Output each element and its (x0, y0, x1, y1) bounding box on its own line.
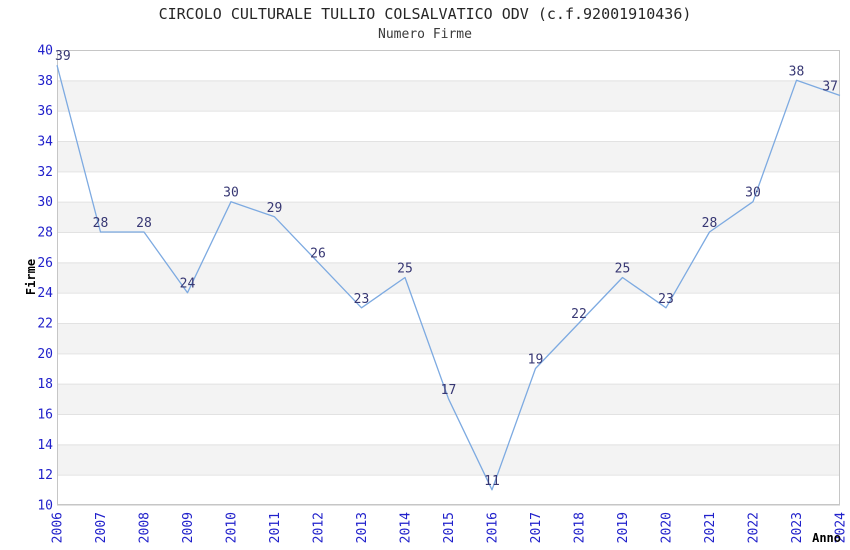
x-tick-label: 2017 (529, 512, 544, 543)
y-tick-label: 36 (37, 104, 53, 119)
x-tick-label: 2024 (834, 512, 849, 543)
y-tick-label: 24 (37, 286, 53, 301)
y-tick-label: 10 (37, 499, 53, 514)
data-point-label: 30 (745, 186, 761, 201)
y-tick-label: 18 (37, 377, 53, 392)
data-point-label: 29 (267, 201, 283, 216)
data-point-label: 28 (136, 216, 152, 231)
y-tick-label: 14 (37, 438, 53, 453)
y-tick-label: 12 (37, 468, 53, 483)
data-point-label: 19 (528, 353, 544, 368)
plot-band (57, 110, 840, 141)
x-tick-label: 2022 (747, 512, 762, 543)
x-tick-label: 2007 (94, 512, 109, 543)
plot-band (57, 262, 840, 293)
chart-subtitle: Numero Firme (378, 27, 472, 42)
data-point-label: 25 (397, 262, 413, 277)
y-tick-label: 32 (37, 165, 53, 180)
x-tick-label: 2011 (268, 512, 283, 543)
data-line (56, 65, 841, 491)
plot-band (57, 80, 840, 111)
data-point-label: 23 (354, 292, 370, 307)
y-tick-label: 38 (37, 74, 53, 89)
data-point-label: 23 (658, 292, 674, 307)
plot-band (57, 353, 840, 384)
x-tick-label: 2016 (486, 512, 501, 543)
plot-frame (57, 50, 840, 505)
plot-band (57, 201, 840, 232)
chart-title: CIRCOLO CULTURALE TULLIO COLSALVATICO OD… (158, 5, 692, 23)
y-tick-label: 22 (37, 317, 53, 332)
y-tick-label: 20 (37, 347, 53, 362)
y-tick-label: 16 (37, 408, 53, 423)
y-tick-label: 26 (37, 256, 53, 271)
plot-band (57, 323, 840, 354)
x-tick-label: 2010 (225, 512, 240, 543)
data-point-label: 24 (180, 277, 196, 292)
x-tick-label: 2014 (399, 512, 414, 543)
x-tick-label: 2009 (181, 512, 196, 543)
plot-band (57, 444, 840, 475)
data-point-label: 17 (441, 383, 457, 398)
data-point-label: 25 (615, 262, 631, 277)
x-tick-label: 2015 (442, 512, 457, 543)
x-tick-label: 2012 (312, 512, 327, 543)
x-axis-title: Anno (812, 531, 841, 545)
plot-band (57, 292, 840, 323)
plot-band (57, 474, 840, 505)
data-point-label: 11 (484, 474, 500, 489)
y-tick-label: 34 (37, 135, 53, 150)
x-tick-label: 2013 (355, 512, 370, 543)
data-point-label: 38 (789, 64, 805, 79)
x-tick-label: 2008 (138, 512, 153, 543)
data-point-label: 26 (310, 246, 326, 261)
x-tick-label: 2023 (790, 512, 805, 543)
y-axis-title: Firme (24, 259, 38, 295)
plot-band (57, 414, 840, 445)
x-tick-label: 2021 (703, 512, 718, 543)
x-tick-label: 2018 (573, 512, 588, 543)
data-point-label: 28 (702, 216, 718, 231)
data-point-label: 30 (223, 186, 239, 201)
data-point-label: 39 (55, 49, 71, 64)
data-point-label: 37 (822, 80, 838, 95)
data-point-label: 22 (571, 307, 587, 322)
data-point-label: 28 (93, 216, 109, 231)
x-tick-label: 2006 (51, 512, 66, 543)
y-tick-label: 28 (37, 226, 53, 241)
plot-band (57, 232, 840, 263)
y-tick-label: 40 (37, 44, 53, 59)
plot-band (57, 50, 840, 81)
plot-band (57, 171, 840, 202)
plot-band (57, 141, 840, 172)
x-tick-label: 2019 (616, 512, 631, 543)
x-tick-label: 2020 (660, 512, 675, 543)
y-tick-label: 30 (37, 195, 53, 210)
